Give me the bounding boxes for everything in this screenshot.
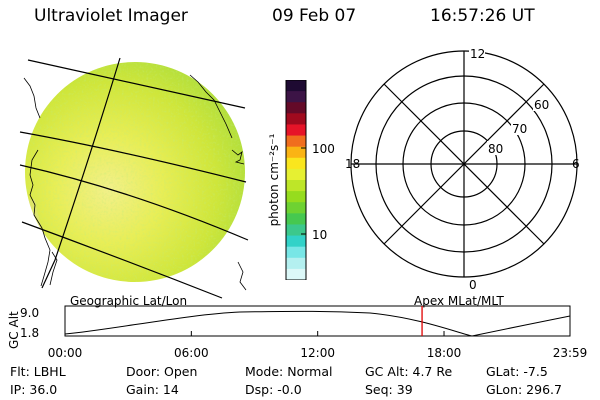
colorbar-tick-10: 10	[312, 228, 328, 242]
colorbar-swatch	[286, 268, 306, 281]
gain-status: Gain: 14	[126, 382, 179, 397]
clock-label-6: 6	[572, 157, 580, 171]
timeline-xtick-label: 23:59	[552, 346, 588, 360]
colorbar-swatch	[286, 113, 306, 125]
polar-mlt-plot: 12 18 6 0 60 70 80	[345, 47, 580, 292]
time-label: 16:57:26 UT	[430, 6, 535, 26]
colorbar-swatch	[286, 180, 306, 192]
clock-label-0: 0	[469, 278, 477, 292]
colorbar-swatch	[286, 191, 306, 203]
filter-status: Flt: LBHL	[10, 364, 66, 379]
lat-label-60: 60	[534, 98, 549, 112]
colorbar-swatch	[286, 146, 306, 159]
lat-lon-grid	[19, 57, 249, 299]
timeline-ytick-high: 9.0	[20, 306, 40, 320]
timeline-xtick-label: 12:00	[300, 346, 335, 360]
timeline-xtick-label: 06:00	[174, 346, 209, 360]
clock-label-12: 12	[470, 47, 485, 61]
date-label: 09 Feb 07	[272, 6, 357, 26]
instrument-title: Ultraviolet Imager	[34, 6, 188, 26]
colorbar-swatch	[286, 224, 306, 237]
colorbar-swatch	[286, 257, 306, 270]
timeline-xtick-label: 00:00	[47, 346, 83, 360]
colorbar-swatch	[286, 102, 306, 114]
glat-status: GLat: -7.5	[486, 364, 548, 379]
glon-status: GLon: 296.7	[486, 382, 562, 397]
colorbar-swatch	[286, 168, 306, 181]
coastlines	[23, 74, 247, 291]
colorbar-swatch	[286, 213, 306, 225]
latitude-line	[27, 59, 246, 109]
colorbar-swatch	[286, 135, 306, 148]
colorbar-swatch	[286, 202, 306, 214]
timeline-left-label: Geographic Lat/Lon	[70, 294, 188, 308]
polar-diagonal	[383, 83, 545, 245]
altitude-curve	[64, 310, 571, 337]
seq-status: Seq: 39	[365, 382, 413, 397]
mode-status: Mode: Normal	[245, 364, 333, 379]
lat-label-80: 80	[488, 142, 503, 156]
longitude-line	[41, 57, 121, 289]
dsp-status: Dsp: -0.0	[245, 382, 302, 397]
colorbar-swatch	[286, 157, 306, 170]
gc-alt-status: GC Alt: 4.7 Re	[365, 364, 453, 379]
latitude-line	[21, 221, 223, 299]
timeline-ytick-low: 1.8	[20, 326, 40, 340]
colorbar-tick-100: 100	[312, 142, 335, 156]
colorbar-swatch	[286, 235, 306, 248]
door-status: Door: Open	[126, 364, 198, 379]
colorbar-swatch	[286, 246, 306, 259]
colorbar-swatch	[286, 80, 306, 92]
latitude-line	[19, 164, 249, 241]
colorbar-swatch	[286, 124, 306, 137]
timeline-right-label: Apex MLat/MLT	[414, 294, 504, 308]
colorbar-swatch	[286, 91, 306, 103]
latitude-line	[19, 131, 247, 183]
timeline-xtick-label: 18:00	[426, 346, 462, 360]
ip-status: IP: 36.0	[10, 382, 58, 397]
clock-label-18: 18	[345, 157, 360, 171]
lat-label-70: 70	[512, 122, 527, 136]
colorbar	[283, 79, 343, 284]
